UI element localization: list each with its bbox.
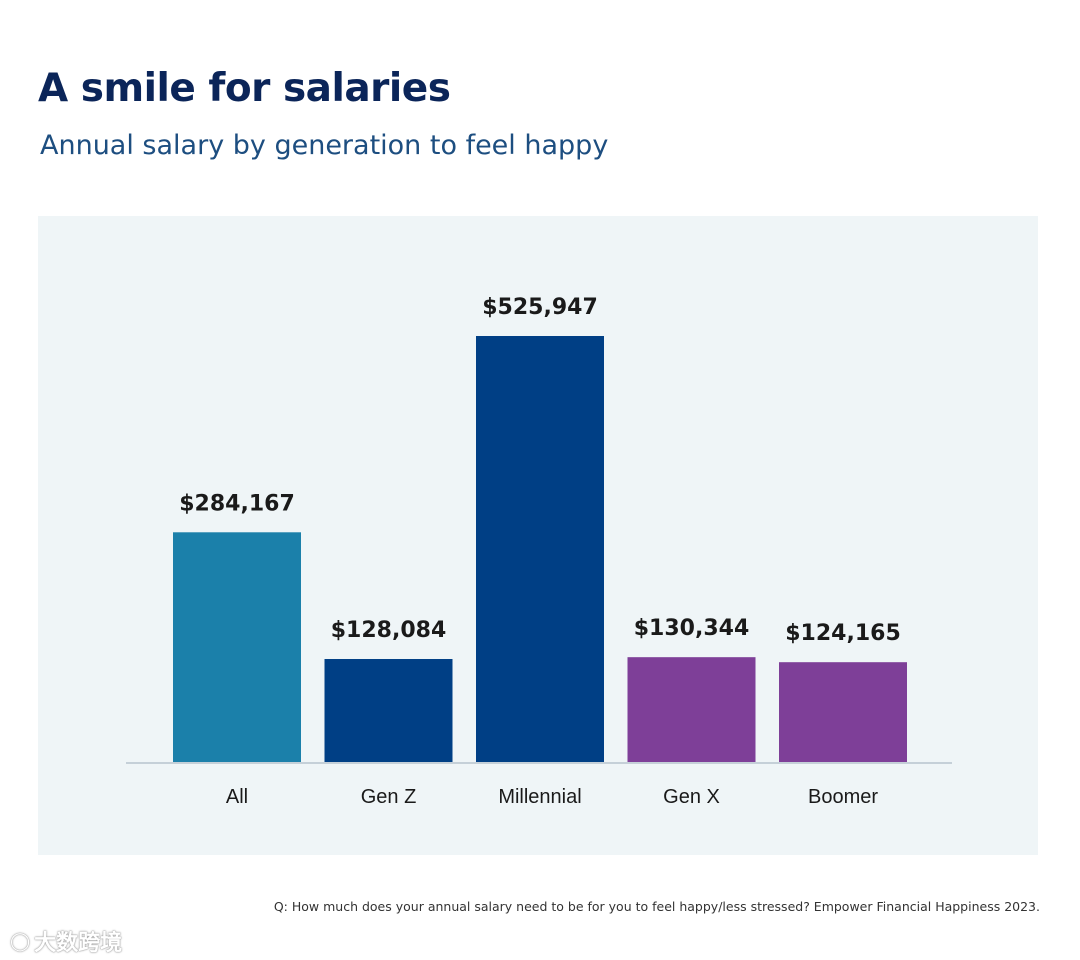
- category-label-boomer: Boomer: [808, 786, 878, 808]
- watermark-text: 大数跨境: [34, 931, 123, 956]
- bars-group: [173, 336, 907, 763]
- chart-subtitle: Annual salary by generation to feel happ…: [40, 130, 609, 161]
- category-label-all: All: [226, 786, 248, 808]
- value-label-gen-z: $128,084: [331, 618, 447, 643]
- value-labels-group: $284,167 $128,084 $525,947 $130,344 $124,165: [179, 295, 901, 646]
- bar-chart: $284,167 $128,084 $525,947 $130,344 $124,165…: [126, 295, 952, 808]
- category-label-millennial: Millennial: [498, 786, 581, 808]
- value-label-all: $284,167: [179, 491, 295, 516]
- chart-panel: $284,167 $128,084 $525,947 $130,344 $124,165…: [38, 216, 1038, 855]
- category-labels-group: All Gen Z Millennial Gen X Boomer: [226, 786, 878, 808]
- source-note: Q: How much does your annual salary need…: [273, 899, 1040, 914]
- bar-boomer: [779, 662, 907, 763]
- value-label-boomer: $124,165: [785, 621, 901, 646]
- watermark: ◯ 大数跨境: [10, 925, 122, 957]
- bar-gen-z: [324, 659, 453, 763]
- bar-gen-x: [627, 657, 756, 763]
- chart-title: A smile for salaries: [38, 66, 451, 111]
- category-label-gen-z: Gen Z: [361, 786, 417, 808]
- value-label-gen-x: $130,344: [634, 616, 750, 641]
- bar-millennial: [476, 336, 604, 763]
- category-label-gen-x: Gen X: [663, 786, 720, 808]
- value-label-millennial: $525,947: [482, 295, 598, 320]
- watermark-logo-icon: ◯: [10, 930, 31, 952]
- bar-all: [173, 532, 301, 763]
